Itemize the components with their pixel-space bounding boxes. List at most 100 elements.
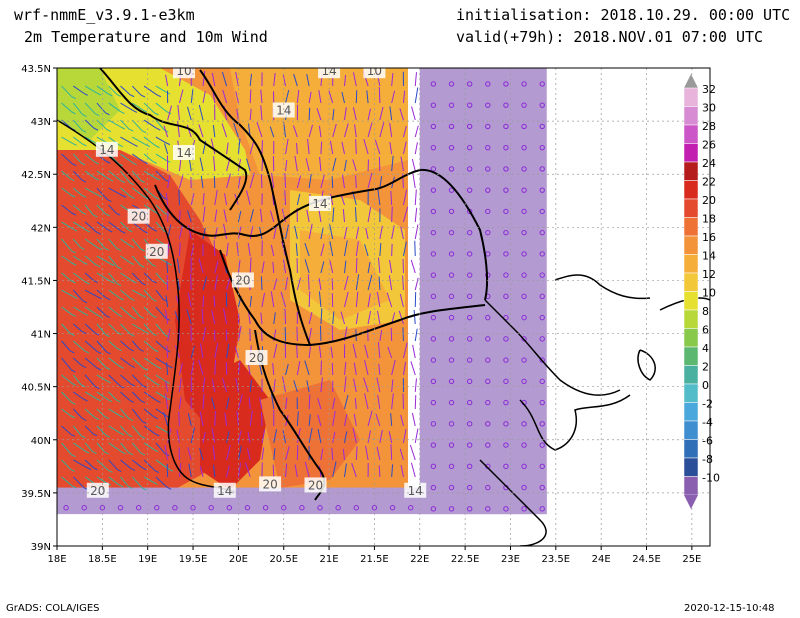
wind-barb-flag <box>96 231 101 235</box>
calm-marker <box>503 442 509 448</box>
wind-barb <box>317 398 322 410</box>
wind-barb <box>178 159 182 172</box>
calm-marker <box>485 506 491 512</box>
calm-marker <box>539 336 545 342</box>
wind-barb-flag <box>152 228 158 232</box>
wind-barb-flag <box>132 162 137 166</box>
wind-barb-flag <box>140 264 145 268</box>
wind-barb <box>190 89 194 104</box>
wind-barb-flag <box>128 128 134 132</box>
wind-barb-flag <box>107 399 113 402</box>
calm-marker <box>521 378 527 385</box>
calm-marker <box>503 229 509 236</box>
calm-marker <box>539 187 545 193</box>
wind-barb <box>340 194 345 206</box>
wind-barb <box>72 102 83 115</box>
wind-barb <box>332 311 335 325</box>
x-tick-label: 20E <box>229 554 248 565</box>
wind-barb-flag <box>108 178 114 182</box>
wind-barb-flag <box>83 92 88 96</box>
colorbar-label: 4 <box>702 342 709 355</box>
wind-barb <box>84 119 95 129</box>
calm-marker <box>466 81 473 87</box>
wind-barb <box>367 274 373 291</box>
wind-barb-flag <box>130 196 135 200</box>
calm-marker <box>466 378 473 385</box>
border-montenegro-serbia <box>99 68 248 211</box>
colorbar-swatch <box>683 346 699 366</box>
wind-barb-flag <box>105 314 110 318</box>
calm-marker <box>448 251 455 257</box>
wind-barb <box>402 275 404 291</box>
wind-barb <box>237 361 241 376</box>
wind-barb <box>272 261 275 274</box>
calm-marker <box>539 102 545 108</box>
wind-barb <box>84 442 93 452</box>
wind-barb-flag <box>143 161 149 165</box>
wind-barb <box>178 210 181 223</box>
wind-barb <box>61 442 72 456</box>
wind-barb <box>167 105 172 121</box>
wind-barb <box>84 221 98 233</box>
wind-barb-flag <box>164 129 169 133</box>
calm-marker <box>430 272 437 278</box>
wind-barb <box>410 462 416 478</box>
wind-barb-flag <box>117 314 123 317</box>
wind-barb-flag <box>119 297 124 301</box>
calm-marker <box>521 102 527 108</box>
wind-barb <box>61 391 72 403</box>
wind-barb-flag <box>95 264 101 268</box>
calm-marker <box>466 463 473 470</box>
wind-barb <box>271 172 275 189</box>
wind-barb-flag <box>85 229 91 233</box>
no-data-east-strip <box>419 68 547 515</box>
wind-barb-flag <box>142 467 147 471</box>
wind-barb <box>226 343 230 359</box>
wind-barb <box>354 124 357 138</box>
wind-barb <box>247 431 251 444</box>
wind-barb-flag <box>165 159 171 163</box>
wind-barb <box>318 90 322 104</box>
contour-label: 14 <box>408 484 423 498</box>
wind-barb <box>402 361 407 376</box>
wind-barb-flag <box>154 112 159 116</box>
wind-barb <box>108 255 118 268</box>
calm-marker <box>466 229 473 236</box>
wind-barb <box>84 136 98 145</box>
wind-barb <box>120 102 134 111</box>
wind-barb <box>341 92 345 104</box>
wind-barb-flag <box>128 485 133 489</box>
wind-barb <box>261 447 265 461</box>
wind-barb-flag <box>153 449 159 453</box>
wind-barb <box>409 444 416 461</box>
colorbar-swatch <box>683 383 699 403</box>
x-tick-label: 24E <box>592 554 611 565</box>
wind-barb-flag <box>71 212 77 216</box>
wind-barb <box>84 425 94 435</box>
calm-marker <box>430 399 437 406</box>
wind-barb <box>61 170 71 179</box>
calm-marker <box>521 81 527 87</box>
wind-barb <box>198 104 204 121</box>
wind-barb <box>304 243 310 257</box>
wind-barb <box>120 391 131 401</box>
wind-barb <box>273 429 278 444</box>
wind-barb <box>165 380 169 393</box>
temp-region-greenish-nw <box>57 68 120 140</box>
wind-barb <box>355 291 359 308</box>
calm-marker <box>503 421 509 427</box>
wind-barb-flag <box>81 179 87 183</box>
wind-barb <box>201 308 204 325</box>
wind-barb <box>364 360 369 376</box>
wind-barb <box>131 459 143 469</box>
calm-marker <box>226 505 233 511</box>
calm-marker <box>485 336 491 342</box>
calm-marker <box>521 187 527 193</box>
contour-label-bg <box>213 482 236 498</box>
wind-barb <box>199 465 204 478</box>
wind-barb <box>332 157 337 172</box>
wind-barb <box>400 465 404 478</box>
wind-barb <box>213 240 216 257</box>
wind-barb <box>84 204 94 216</box>
wind-barb <box>163 125 169 138</box>
